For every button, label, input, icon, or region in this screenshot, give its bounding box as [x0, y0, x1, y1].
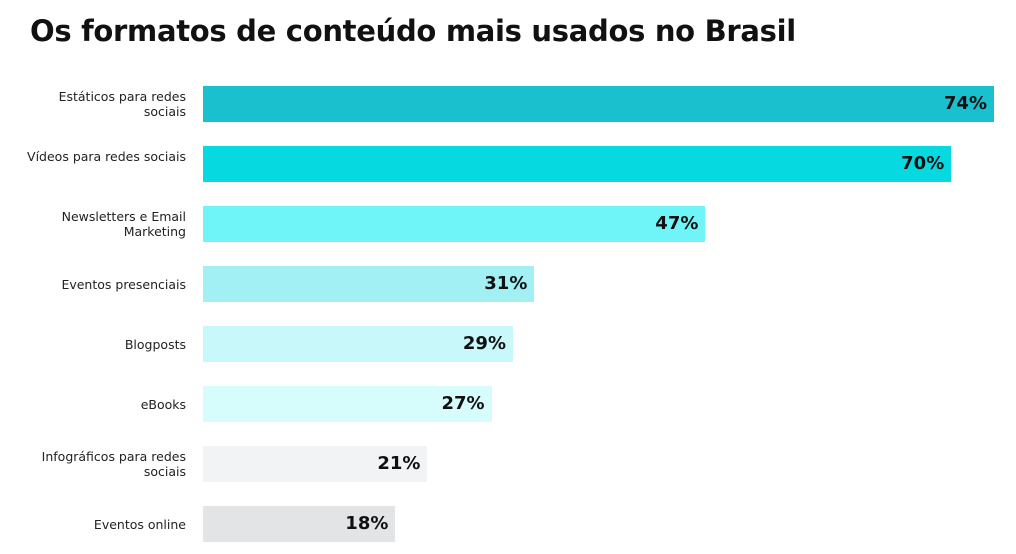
value-label: 70% [901, 153, 945, 174]
value-label: 47% [655, 213, 699, 234]
value-label: 21% [377, 453, 421, 474]
bar [203, 506, 396, 542]
category-label: eBooks [140, 396, 186, 412]
bar [203, 326, 513, 362]
bar [203, 146, 952, 182]
category-label: Newsletters e Email Marketing [61, 209, 186, 239]
category-label: Vídeos para redes sociais [27, 149, 186, 164]
chart-title: Os formatos de conteúdo mais usados no B… [30, 14, 796, 48]
bar [203, 86, 994, 122]
value-label: 74% [943, 93, 987, 114]
category-label: Infográficos para redes sociais [41, 449, 186, 479]
category-label: Estáticos para redes sociais [58, 89, 186, 119]
bar [203, 266, 535, 302]
value-label: 31% [484, 273, 528, 294]
value-label: 18% [345, 513, 389, 534]
bar [203, 446, 428, 482]
category-label: Eventos presenciais [61, 276, 186, 292]
bar [203, 386, 492, 422]
category-label: Blogposts [124, 336, 186, 352]
value-label: 29% [462, 333, 506, 354]
bar [203, 206, 706, 242]
value-label: 27% [441, 393, 485, 414]
category-label: Eventos online [93, 516, 186, 532]
